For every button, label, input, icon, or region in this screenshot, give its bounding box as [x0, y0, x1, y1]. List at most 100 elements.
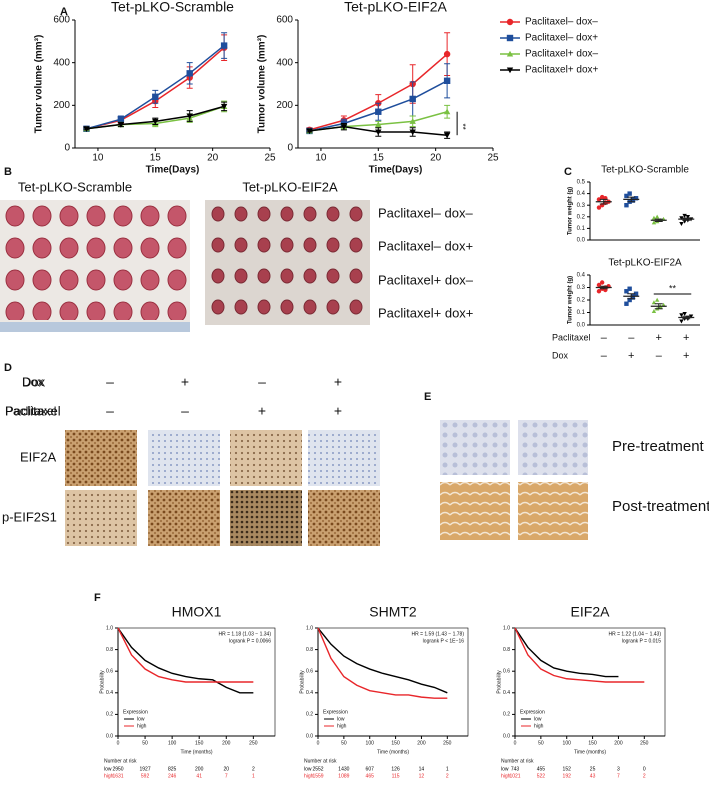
row-label: Paclitaxel– dox– — [378, 205, 473, 220]
x-tick-label: 250 — [640, 740, 649, 746]
y-tick-label: 0.6 — [106, 669, 113, 675]
at-risk-count: 200 — [195, 766, 204, 772]
data-point — [627, 286, 632, 291]
x-tick-label: 100 — [563, 740, 572, 746]
data-point — [443, 77, 451, 84]
annotation: HR = 1.59 (1.43 − 1.78) — [411, 631, 464, 637]
data-point — [443, 108, 451, 115]
y-tick-label: 0.3 — [577, 203, 586, 209]
y-tick-label: 1.0 — [306, 625, 313, 631]
at-risk-label: high — [104, 773, 114, 779]
x-tick-label: 200 — [614, 740, 623, 746]
data-point — [630, 198, 636, 203]
legend-title: Expression — [123, 709, 148, 715]
sign: – — [656, 350, 663, 362]
ihc-image — [148, 430, 220, 486]
data-point — [306, 128, 313, 135]
at-risk-count: 2552 — [312, 766, 323, 772]
at-risk-count: 743 — [511, 766, 520, 772]
legend-label: Paclitaxel– dox+ — [525, 33, 598, 44]
y-tick-label: 200 — [53, 100, 70, 111]
survival-curve — [117, 627, 254, 683]
at-risk-count: 1631 — [112, 773, 123, 779]
data-point — [624, 301, 629, 306]
data-point — [443, 50, 451, 58]
at-risk-count: 1021 — [509, 773, 520, 779]
data-point — [630, 295, 636, 300]
panel-label: F — [94, 592, 101, 604]
y-tick-label: 600 — [53, 15, 70, 26]
y-tick-label: 0.4 — [306, 690, 313, 696]
annotation: logrank P = 0.0066 — [229, 638, 271, 644]
data-point — [679, 319, 684, 324]
y-tick-label: 0.2 — [106, 712, 113, 718]
at-risk-count: 1430 — [338, 766, 349, 772]
data-point — [596, 197, 602, 202]
data-point — [409, 118, 416, 124]
x-tick-label: 100 — [366, 740, 375, 746]
y-tick-label: 0.2 — [577, 214, 586, 220]
y-tick-label: 400 — [276, 57, 293, 68]
data-point — [679, 313, 684, 318]
ihc-image — [230, 490, 302, 546]
x-tick-label: 10 — [315, 153, 327, 164]
x-axis-label: Time (months) — [574, 749, 606, 755]
data-point — [220, 42, 228, 49]
y-tick-label: 0 — [287, 143, 293, 154]
x-tick-label: 250 — [249, 740, 258, 746]
row-label: Paclitaxel– dox+ — [378, 238, 473, 253]
at-risk-count: 2 — [252, 766, 255, 772]
x-tick-label: 10 — [92, 153, 104, 164]
stain-label: p-EIF2S1 — [2, 509, 57, 524]
data-point — [596, 205, 602, 210]
ihc-image — [440, 482, 510, 540]
ihc-image — [518, 482, 588, 540]
data-point — [633, 291, 639, 296]
at-risk-count: 43 — [590, 773, 596, 779]
chart-title: HMOX1 — [172, 604, 222, 620]
at-risk-count: 192 — [563, 773, 572, 779]
at-risk-count: 1089 — [338, 773, 349, 779]
at-risk-count: 14 — [419, 766, 425, 772]
y-tick-label: 200 — [276, 100, 293, 111]
data-point — [627, 297, 632, 303]
at-risk-count: 2 — [643, 773, 646, 779]
at-risk-count: 1 — [252, 773, 255, 779]
legend-label: Paclitaxel+ dox– — [525, 49, 599, 60]
legend-label: high — [337, 723, 347, 729]
y-axis-label: Tumor volume (mm³) — [257, 35, 268, 134]
sign: – — [258, 374, 266, 390]
data-point — [685, 215, 691, 219]
y-tick-label: 400 — [53, 57, 70, 68]
y-tick-label: 0.1 — [577, 226, 586, 232]
data-point — [679, 216, 684, 221]
row-label: Paclitaxel+ dox– — [378, 272, 474, 287]
sign: – — [628, 332, 635, 344]
y-tick-label: 0.4 — [577, 191, 586, 197]
stain-label: EIF2A — [20, 449, 56, 464]
y-tick-label: 0.5 — [577, 180, 586, 186]
survival-curve — [514, 627, 619, 678]
sign: + — [334, 403, 342, 419]
x-tick-label: 150 — [391, 740, 400, 746]
data-point — [688, 314, 694, 319]
chart-title: SHMT2 — [369, 604, 417, 620]
at-risk-title: Number at risk — [304, 758, 337, 764]
panel-e-images — [440, 420, 588, 540]
data-point — [624, 289, 629, 294]
data-point — [409, 129, 416, 136]
panel-label: D — [4, 362, 12, 374]
sign: – — [106, 403, 114, 419]
data-point — [627, 191, 632, 196]
row-label: Paclitaxel+ dox+ — [378, 305, 473, 320]
y-tick-label: 0.8 — [503, 647, 510, 653]
legend-marker — [506, 67, 514, 74]
data-point — [679, 222, 684, 226]
chart-title: Tet-pLKO-EIF2A — [344, 0, 447, 15]
x-tick-label: 50 — [142, 740, 148, 746]
at-risk-count: 455 — [537, 766, 546, 772]
series-line — [86, 47, 225, 130]
panel-label: E — [424, 391, 431, 403]
at-risk-count: 2 — [446, 773, 449, 779]
